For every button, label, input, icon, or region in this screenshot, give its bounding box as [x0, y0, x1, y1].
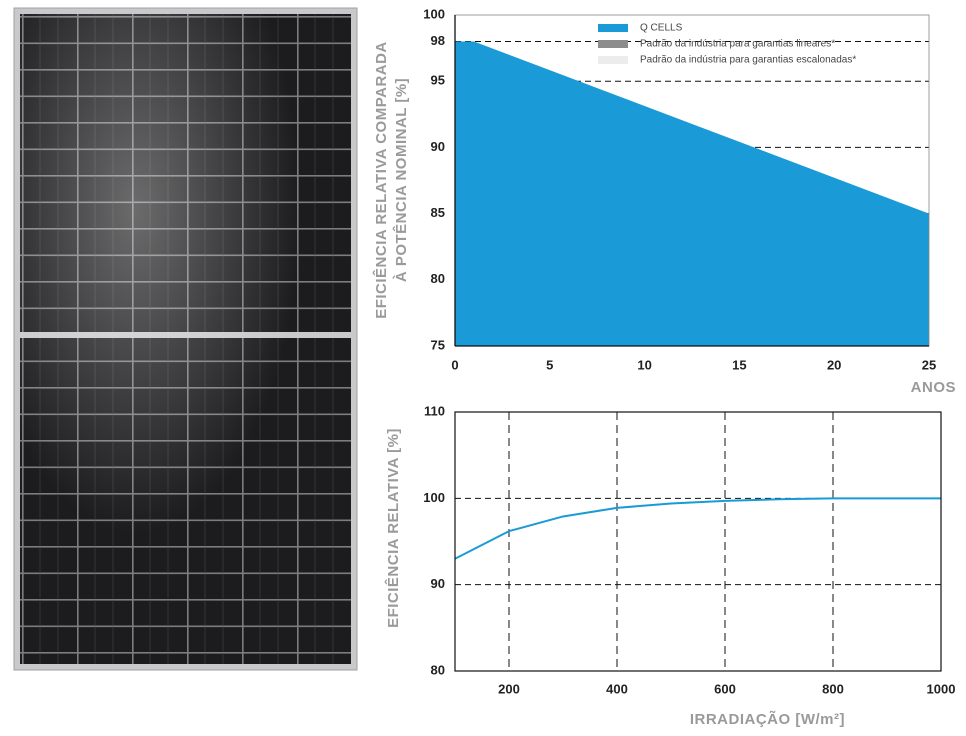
x-tick-label: 5: [546, 357, 553, 372]
x-tick-label: 400: [606, 681, 628, 696]
y-tick-label: 98: [431, 33, 445, 48]
y-tick-label: 80: [431, 271, 445, 286]
x-tick-label: 800: [822, 681, 844, 696]
x-axis-label: ANOS: [911, 379, 956, 396]
legend-label: Padrão da indústria para garantias escal…: [640, 55, 856, 66]
legend-label: Padrão da indústria para garantias linea…: [640, 39, 835, 50]
y-tick-label: 85: [431, 205, 445, 220]
plot-background: [455, 412, 941, 671]
x-tick-label: 600: [714, 681, 736, 696]
y-tick-label: 80: [431, 662, 445, 677]
y-tick-label: 90: [431, 576, 445, 591]
y-tick-label: 100: [423, 490, 445, 505]
solar-panel-photo: [14, 8, 357, 670]
x-tick-label: 1000: [927, 681, 956, 696]
y-tick-label: 95: [431, 73, 445, 88]
legend-swatch: [598, 56, 628, 64]
y-axis-label: À POTÊNCIA NOMINAL [%]: [392, 78, 410, 282]
y-tick-label: 110: [424, 403, 445, 418]
page: 7580859095981000510152025Q CELLSPadrão d…: [0, 0, 966, 736]
y-tick-label: 90: [431, 139, 445, 154]
x-tick-label: 25: [922, 357, 936, 372]
x-tick-label: 15: [732, 357, 746, 372]
legend-swatch: [598, 40, 628, 48]
y-tick-label: 100: [423, 6, 445, 21]
x-tick-label: 200: [498, 681, 520, 696]
x-axis-label: IRRADIAÇÃO [W/m²]: [690, 710, 845, 728]
legend-swatch: [598, 24, 628, 32]
x-tick-label: 0: [451, 357, 458, 372]
x-tick-label: 10: [637, 357, 651, 372]
y-axis-label: EFICIÊNCIA RELATIVA [%]: [384, 428, 402, 628]
y-axis-label: EFICIÊNCIA RELATIVA COMPARADA: [372, 41, 390, 319]
y-tick-label: 75: [431, 337, 445, 352]
x-tick-label: 20: [827, 357, 841, 372]
legend-label: Q CELLS: [640, 23, 683, 34]
